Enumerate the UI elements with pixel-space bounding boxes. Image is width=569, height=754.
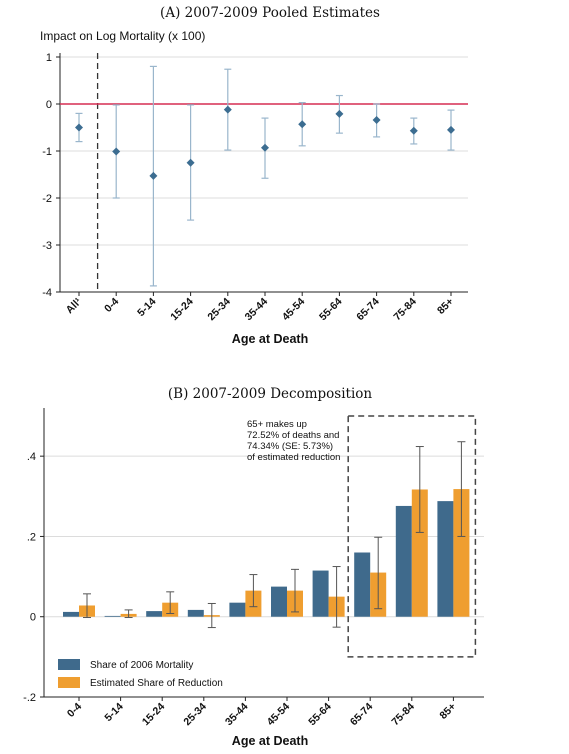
y-tick-label: -2 — [42, 193, 52, 205]
x-tick-label: 15-24 — [140, 701, 168, 729]
y-tick-label: -3 — [42, 240, 52, 252]
x-tick-label: 75-84 — [389, 701, 417, 729]
x-tick-label: 65-74 — [348, 701, 376, 729]
x-tick-label: 15-24 — [168, 296, 196, 324]
y-tick-label: -.2 — [23, 692, 36, 704]
bar-share-2006-mortality-65-74 — [354, 552, 371, 617]
panel-b-decomposition: (B) 2007-2009 Decomposition -.2 0 .2 .4 65+… — [23, 386, 484, 748]
panel-a-x-tick-labels: All¹ 0-4 5-14 15-24 25-34 35-44 45-54 55-64 65-7… — [64, 295, 456, 323]
annotation-line-3: 74.34% (SE: 5.73%) — [247, 441, 333, 452]
panel-b-marks — [63, 415, 477, 701]
x-tick-label: 45-54 — [265, 701, 293, 729]
estimate-point-All¹ — [75, 123, 83, 132]
x-tick-label: 25-34 — [205, 296, 233, 324]
x-tick-label: 45-54 — [280, 296, 308, 324]
annotation-line-2: 72.52% of deaths and — [247, 430, 339, 441]
bar-share-2006-mortality-15-24 — [146, 611, 163, 617]
bar-share-2006-mortality-75-84 — [395, 505, 412, 617]
estimate-point-65-74 — [372, 115, 381, 124]
y-tick-label: -4 — [42, 287, 52, 299]
estimate-point-75-84 — [409, 126, 418, 135]
bar-share-2006-mortality-45-54 — [271, 586, 287, 617]
legend-swatch-estimated-share-reduction — [58, 677, 80, 688]
panel-a-y-axis-title: Impact on Log Mortality (x 100) — [40, 29, 205, 43]
x-tick-label: 0-4 — [102, 296, 121, 315]
estimate-point-5-14 — [149, 171, 158, 180]
y-tick-label: 0 — [46, 99, 52, 111]
panel-a-x-axis-title: Age at Death — [232, 332, 308, 346]
panel-b-x-axis-title: Age at Death — [232, 734, 308, 748]
x-tick-label: 65-74 — [354, 296, 382, 324]
panel-b-title: (B) 2007-2009 Decomposition — [168, 386, 372, 402]
x-tick-label: 55-64 — [306, 701, 334, 729]
bar-share-2006-mortality-35-44 — [229, 602, 246, 617]
legend-label-share-2006-mortality: Share of 2006 Mortality — [90, 660, 193, 671]
panel-a-title: (A) 2007-2009 Pooled Estimates — [160, 5, 380, 21]
panel-b-annotation: 65+ makes up 72.52% of deaths and 74.34%… — [247, 419, 340, 463]
y-tick-label: .2 — [27, 531, 36, 543]
bar-share-2006-mortality-55-64 — [312, 570, 329, 617]
bar-share-2006-mortality-25-34 — [187, 609, 204, 617]
y-tick-label: 1 — [46, 52, 52, 64]
panel-a-gridlines — [56, 53, 468, 293]
panel-a-marks — [60, 53, 468, 296]
estimate-point-85+ — [447, 125, 455, 134]
y-tick-label: -1 — [42, 146, 52, 158]
highlight-box-65-plus — [347, 415, 477, 658]
estimate-point-15-24 — [186, 158, 195, 167]
x-tick-label: 35-44 — [223, 701, 251, 729]
annotation-line-1: 65+ makes up — [247, 419, 307, 430]
y-tick-label: 0 — [30, 612, 36, 624]
x-tick-label: 35-44 — [243, 296, 271, 324]
x-tick-label: 85+ — [435, 296, 456, 317]
bar-share-2006-mortality-85+ — [437, 501, 454, 617]
bar-estimated-share-reduction-85+ — [453, 489, 470, 617]
estimate-point-25-34 — [223, 105, 232, 114]
y-tick-label: .4 — [27, 451, 36, 463]
legend-label-estimated-share-reduction: Estimated Share of Reduction — [90, 678, 223, 689]
panel-b-x-tick-labels: 0-4 5-14 15-24 25-34 35-44 45-54 55-64 65-74 75-… — [65, 701, 459, 729]
estimate-point-45-54 — [298, 120, 307, 129]
bar-share-2006-mortality-5-14 — [104, 615, 121, 617]
bar-share-2006-mortality-0-4 — [63, 611, 79, 617]
panel-b-legend: Share of 2006 Mortality Estimated Share … — [58, 659, 223, 689]
x-tick-label: 0-4 — [65, 701, 84, 720]
legend-swatch-share-2006-mortality — [58, 659, 80, 670]
estimate-point-35-44 — [261, 143, 269, 152]
estimate-point-0-4 — [112, 147, 121, 156]
panel-a-pooled-estimates: (A) 2007-2009 Pooled Estimates Impact on… — [40, 5, 468, 346]
x-tick-label: All¹ — [64, 295, 85, 316]
bar-estimated-share-reduction-75-84 — [411, 489, 428, 617]
panel-a-y-tick-labels: 1 0 -1 -2 -3 -4 — [42, 52, 52, 299]
estimate-point-55-64 — [335, 109, 344, 118]
panel-b-y-tick-labels: -.2 0 .2 .4 — [23, 451, 36, 704]
x-tick-label: 5-14 — [102, 701, 125, 724]
x-tick-label: 25-34 — [181, 701, 209, 729]
x-tick-label: 5-14 — [135, 296, 158, 319]
x-tick-label: 55-64 — [317, 296, 345, 324]
annotation-line-4: of estimated reduction — [247, 452, 340, 463]
x-tick-label: 85+ — [437, 701, 458, 722]
x-tick-label: 75-84 — [391, 296, 419, 324]
